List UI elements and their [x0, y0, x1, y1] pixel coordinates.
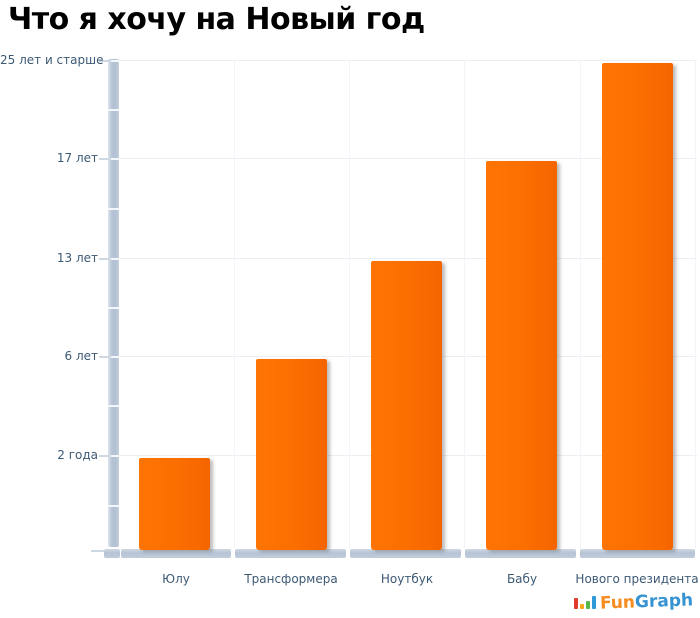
mini-bar — [573, 598, 578, 609]
fungraph-wordmark-graph: Graph — [634, 590, 694, 613]
y-axis-tick-separator — [108, 258, 119, 260]
y-axis-tick-separator — [108, 405, 119, 407]
y-tick-dash — [99, 356, 111, 358]
y-axis-label: 25 лет и старше — [0, 53, 104, 67]
y-tick-dash — [99, 455, 111, 457]
x-axis-segment — [580, 549, 695, 558]
x-axis-label: Ноутбук — [380, 572, 434, 586]
y-tick-dash — [99, 258, 111, 260]
y-axis-tick-separator — [108, 505, 119, 507]
y-axis-label: 2 года — [57, 448, 98, 462]
fungraph-logo: FunGraph — [573, 590, 694, 614]
y-gridline — [113, 60, 697, 61]
bar-Трансформера — [256, 359, 327, 550]
x-axis-segment — [465, 549, 576, 558]
y-gridline — [113, 258, 697, 259]
y-axis-tick-separator — [108, 307, 119, 309]
x-axis-segment — [121, 549, 231, 558]
axis-corner-block — [104, 549, 120, 558]
bar-Нового президента — [602, 63, 673, 550]
y-axis-tick-separator — [108, 356, 119, 358]
y-axis-tick-separator — [108, 455, 119, 457]
x-axis-label: Бабу — [506, 572, 538, 586]
chart-title: Что я хочу на Новый год — [8, 2, 425, 37]
bar-Бабу — [486, 161, 557, 550]
y-axis-bar — [108, 59, 119, 547]
mini-bar — [591, 596, 596, 609]
x-axis-label: Трансформера — [244, 572, 338, 586]
mini-bar-chart-icon — [573, 596, 596, 612]
category-separator-line — [695, 60, 696, 549]
y-axis-tick-separator — [108, 208, 119, 210]
category-separator-line — [234, 60, 235, 549]
mini-bar — [585, 601, 590, 609]
x-axis-segment — [235, 549, 346, 558]
category-separator-line — [464, 60, 465, 549]
y-gridline — [113, 158, 697, 159]
bar-Ноутбук — [371, 261, 442, 550]
y-tick-dash — [99, 158, 111, 160]
fungraph-wordmark-fun: Fun — [599, 592, 636, 614]
mini-bar — [579, 604, 584, 609]
x-axis-label: Юлу — [162, 572, 190, 586]
y-tick-dash — [99, 60, 111, 62]
y-axis-label: 13 лет — [56, 251, 98, 265]
category-separator-line — [580, 60, 581, 549]
fungraph-wordmark: FunGraph — [600, 590, 694, 613]
y-axis-tick-separator — [108, 158, 119, 160]
x-axis-label: Нового президента — [575, 572, 699, 586]
category-separator-line — [349, 60, 350, 549]
y-axis-label: 6 лет — [64, 349, 99, 363]
bar-Юлу — [139, 458, 210, 550]
y-tick-dash — [91, 550, 104, 552]
y-axis-tick-separator — [108, 60, 119, 62]
y-axis-label: 17 лет — [56, 151, 98, 165]
x-axis-segment — [350, 549, 461, 558]
y-axis-tick-separator — [108, 109, 119, 111]
